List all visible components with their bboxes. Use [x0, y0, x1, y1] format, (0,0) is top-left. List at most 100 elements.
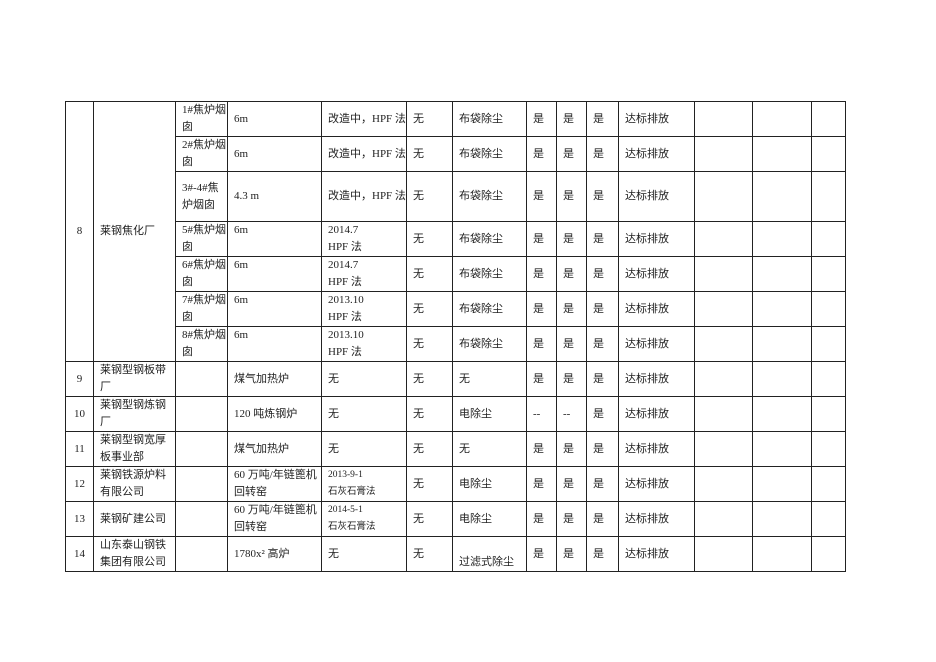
treatment-line: 无 [328, 407, 339, 420]
row-number: 12 [65, 466, 94, 502]
empty-cell [752, 536, 812, 572]
empty-cell [694, 361, 753, 397]
empty-cell [811, 361, 846, 397]
treatment-line: 无 [328, 372, 339, 385]
col5-value: 无 [406, 536, 453, 572]
empty-cell [694, 221, 753, 257]
check-3: 是 [586, 136, 619, 172]
treatment-line: 2014.7 [328, 259, 359, 271]
check-3: 是 [586, 291, 619, 327]
stack-height: 6m [227, 221, 322, 257]
dedust-method: 布袋除尘 [452, 221, 527, 257]
row-number: 9 [65, 361, 94, 397]
empty-cell [752, 171, 812, 222]
row-number: 13 [65, 501, 94, 537]
check-2: -- [556, 396, 587, 432]
empty-cell [811, 171, 846, 222]
check-2: 是 [556, 221, 587, 257]
emission-status: 达标排放 [618, 101, 695, 137]
emission-status: 达标排放 [618, 326, 695, 362]
treatment-line: 2013.10 [328, 294, 364, 306]
check-1: 是 [526, 101, 557, 137]
empty-cell [694, 256, 753, 292]
table-row: 11 莱钢型钢宽厚板事业部 煤气加热炉无无无是是是达标排放 [65, 431, 846, 467]
stack-height: 4.3 m [227, 171, 322, 222]
check-3: 是 [586, 221, 619, 257]
empty-cell [694, 326, 753, 362]
check-1: 是 [526, 361, 557, 397]
empty-cell [694, 171, 753, 222]
col5-value: 无 [406, 501, 453, 537]
row-number: 8 [65, 101, 94, 362]
table-row: 5#焦炉烟囱 6m 2014.7 HPF 法无布袋除尘是是是达标排放 [66, 221, 846, 257]
empty-cell [752, 101, 812, 137]
treatment-method: 2013-9-1 石灰石膏法 [321, 466, 407, 502]
emission-source: 6#焦炉烟囱 [175, 256, 228, 292]
col5-value: 无 [406, 396, 453, 432]
source-name: 1780x² 高炉 [227, 536, 322, 572]
treatment-method: 2014.7 HPF 法 [321, 256, 407, 292]
empty-cell [811, 221, 846, 257]
dedust-method: 电除尘 [452, 396, 527, 432]
check-2: 是 [556, 136, 587, 172]
dedust-method: 无 [452, 431, 527, 467]
empty-cell [752, 361, 812, 397]
check-1: -- [526, 396, 557, 432]
table-row: 3#-4#焦炉烟囱 4.3 m 改造中，HPF 法无布袋除尘是是是达标排放 [66, 171, 846, 222]
check-2: 是 [556, 101, 587, 137]
check-1: 是 [526, 221, 557, 257]
treatment-line: HPF 法 [328, 276, 362, 288]
check-1: 是 [526, 431, 557, 467]
empty-cell [752, 291, 812, 327]
empty-cell [811, 326, 846, 362]
row-number: 11 [65, 431, 94, 467]
table-row: 14 山东泰山钢铁集团有限公司 1780x² 高炉无无过滤式除尘是是是达标排放 [65, 536, 846, 572]
col5-value: 无 [406, 326, 453, 362]
dedust-method: 布袋除尘 [452, 326, 527, 362]
unit-name: 莱钢铁源炉料有限公司 [93, 466, 176, 502]
treatment-line: 石灰石膏法 [328, 522, 376, 532]
treatment-line: HPF 法 [328, 311, 362, 323]
unit-name: 莱钢型钢板带厂 [93, 361, 176, 397]
dedust-method: 电除尘 [452, 466, 527, 502]
unit-name: 莱钢矿建公司 [93, 501, 176, 537]
row-number: 10 [65, 396, 94, 432]
empty-cell [694, 101, 753, 137]
empty-cell [811, 101, 846, 137]
check-2: 是 [556, 256, 587, 292]
check-3: 是 [586, 326, 619, 362]
check-1: 是 [526, 291, 557, 327]
source-name: 60 万吨/年链篦机回转窑 [227, 501, 322, 537]
source-name: 60 万吨/年链篦机回转窑 [227, 466, 322, 502]
treatment-line: 无 [328, 547, 339, 560]
treatment-method: 改造中，HPF 法 [321, 171, 407, 222]
check-3: 是 [586, 396, 619, 432]
empty-cell [694, 466, 753, 502]
empty-cell [694, 431, 753, 467]
unit-name: 莱钢型钢炼钢厂 [93, 396, 176, 432]
col5-value: 无 [406, 466, 453, 502]
treatment-line: HPF 法 [328, 241, 362, 253]
table-row: 8 莱钢焦化厂 1#焦炉烟囱 6m 改造中，HPF 法无布袋除尘是是是达标排放 [65, 101, 846, 362]
stack-height: 6m [227, 136, 322, 172]
col5-value: 无 [406, 291, 453, 327]
empty-cell [811, 466, 846, 502]
empty-cell [811, 536, 846, 572]
empty-cell [752, 396, 812, 432]
check-2: 是 [556, 501, 587, 537]
empty-cell [811, 396, 846, 432]
treatment-method: 无 [321, 361, 407, 397]
check-2: 是 [556, 171, 587, 222]
check-3: 是 [586, 171, 619, 222]
empty-cell [811, 431, 846, 467]
dedust-method: 布袋除尘 [452, 291, 527, 327]
emission-source: 2#焦炉烟囱 [175, 136, 228, 172]
col5-value: 无 [406, 361, 453, 397]
table-row: 9 莱钢型钢板带厂 煤气加热炉无无无是是是达标排放 [65, 361, 846, 397]
empty-cell [752, 256, 812, 292]
emission-status: 达标排放 [618, 221, 695, 257]
empty-cell [694, 291, 753, 327]
stack-height: 6m [227, 256, 322, 292]
col5-value: 无 [406, 136, 453, 172]
treatment-method: 2014.7 HPF 法 [321, 221, 407, 257]
